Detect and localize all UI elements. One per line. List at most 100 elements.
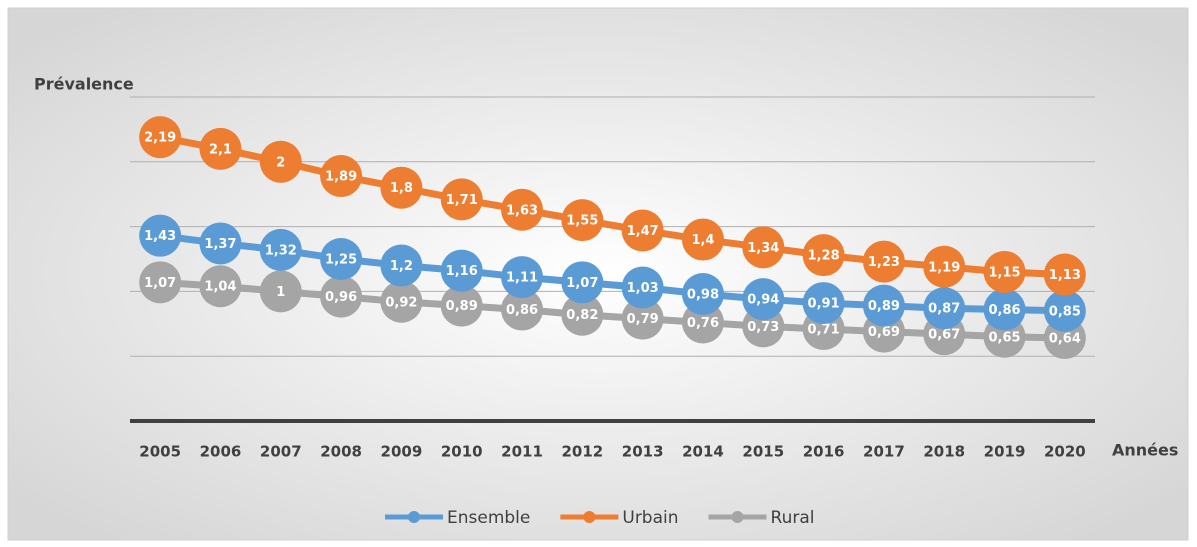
data-label: 0,65: [988, 330, 1020, 345]
data-label: 1,55: [566, 214, 598, 229]
data-label: 1,28: [808, 249, 840, 264]
data-label: 1,89: [325, 170, 357, 185]
series-line: [159, 278, 1065, 342]
data-label: 1,63: [506, 203, 538, 218]
data-label: 0,82: [566, 308, 598, 323]
data-label: 0,91: [808, 297, 840, 312]
marker: [681, 272, 724, 315]
marker: [501, 288, 544, 331]
x-tick-label: 2016: [803, 443, 845, 461]
x-tick-label: 2005: [139, 443, 181, 461]
marker: [923, 287, 966, 330]
marker: [259, 270, 302, 313]
data-label: 1,07: [566, 276, 598, 291]
x-tick-label: 2012: [561, 443, 603, 461]
marker: [199, 265, 242, 308]
marker: [199, 222, 242, 265]
marker: [501, 188, 544, 231]
legend-marker: [583, 511, 596, 523]
data-label: 1,13: [1049, 268, 1081, 283]
data-label: 1,03: [627, 281, 659, 296]
data-label: 1,4: [691, 233, 714, 248]
legend-marker: [731, 511, 744, 523]
marker: [621, 209, 664, 252]
marker: [621, 266, 664, 309]
data-label: 0,86: [988, 303, 1020, 318]
x-tick-label: 2013: [622, 443, 664, 461]
marker: [440, 249, 483, 292]
marker: [923, 245, 966, 288]
x-tick-label: 2007: [260, 443, 302, 461]
series-line: [159, 133, 1065, 279]
marker: [862, 240, 905, 283]
marker: [621, 297, 664, 340]
data-label: 0,76: [687, 316, 719, 331]
marker: [681, 218, 724, 261]
data-label: 1,23: [868, 255, 900, 270]
marker: [501, 256, 544, 299]
legend-marker: [408, 511, 420, 523]
data-label: 0,69: [868, 325, 900, 340]
marker: [139, 214, 182, 257]
data-label: 0,87: [928, 302, 960, 317]
data-label: 1,25: [325, 253, 357, 268]
data-label: 0,86: [506, 303, 538, 318]
marker: [561, 293, 604, 336]
x-tick-label: 2008: [320, 443, 362, 461]
data-label: 1,32: [265, 243, 297, 258]
data-label: 0,92: [385, 295, 417, 310]
data-label: 1,37: [204, 237, 236, 252]
marker: [320, 238, 363, 280]
x-tick-label: 2020: [1044, 443, 1086, 461]
legend-label: Rural: [771, 508, 815, 528]
marker: [802, 282, 845, 325]
legend-label: Urbain: [622, 508, 678, 528]
data-label: 0,98: [687, 287, 719, 302]
x-tick-label: 2010: [441, 443, 483, 461]
marker: [380, 166, 423, 209]
marker: [862, 284, 905, 327]
data-label: 0,89: [868, 299, 900, 314]
data-label: 0,67: [928, 328, 960, 343]
data-label: 0,79: [627, 312, 659, 327]
marker: [320, 155, 363, 198]
marker: [199, 127, 242, 170]
marker: [139, 261, 182, 304]
data-label: 0,64: [1049, 332, 1081, 347]
data-label: 0,94: [747, 293, 779, 308]
data-label: 0,89: [446, 299, 478, 314]
data-label: 1,11: [506, 271, 538, 286]
x-tick-label: 2018: [923, 443, 965, 461]
marker: [259, 140, 302, 183]
marker: [380, 244, 423, 287]
marker: [440, 284, 483, 327]
x-tick-label: 2011: [501, 443, 543, 461]
data-label: 1,47: [627, 224, 659, 239]
x-tick-label: 2019: [984, 443, 1026, 461]
x-tick-label: 2009: [381, 443, 423, 461]
series-line: [159, 232, 1065, 315]
data-label: 1,34: [747, 241, 779, 256]
marker: [320, 275, 363, 318]
marker: [259, 228, 302, 271]
legend-label: Ensemble: [447, 508, 530, 528]
data-label: 1,2: [390, 259, 413, 274]
x-tick-label: 2006: [200, 443, 242, 461]
marker: [742, 278, 785, 321]
x-tick-label: 2015: [742, 443, 784, 461]
marker: [561, 199, 604, 242]
data-label: 0,96: [325, 290, 357, 305]
data-label: 2: [276, 155, 285, 170]
y-axis-title: Prévalence: [34, 75, 134, 94]
data-label: 0,85: [1049, 304, 1081, 319]
data-label: 1,07: [144, 276, 176, 291]
marker: [561, 261, 604, 304]
marker: [1043, 253, 1086, 296]
data-label: 1,43: [144, 229, 176, 244]
data-label: 1,15: [988, 265, 1020, 280]
marker: [440, 178, 483, 221]
data-label: 1: [276, 285, 285, 300]
marker: [380, 280, 423, 323]
data-label: 2,19: [144, 131, 176, 146]
marker: [1043, 289, 1086, 332]
